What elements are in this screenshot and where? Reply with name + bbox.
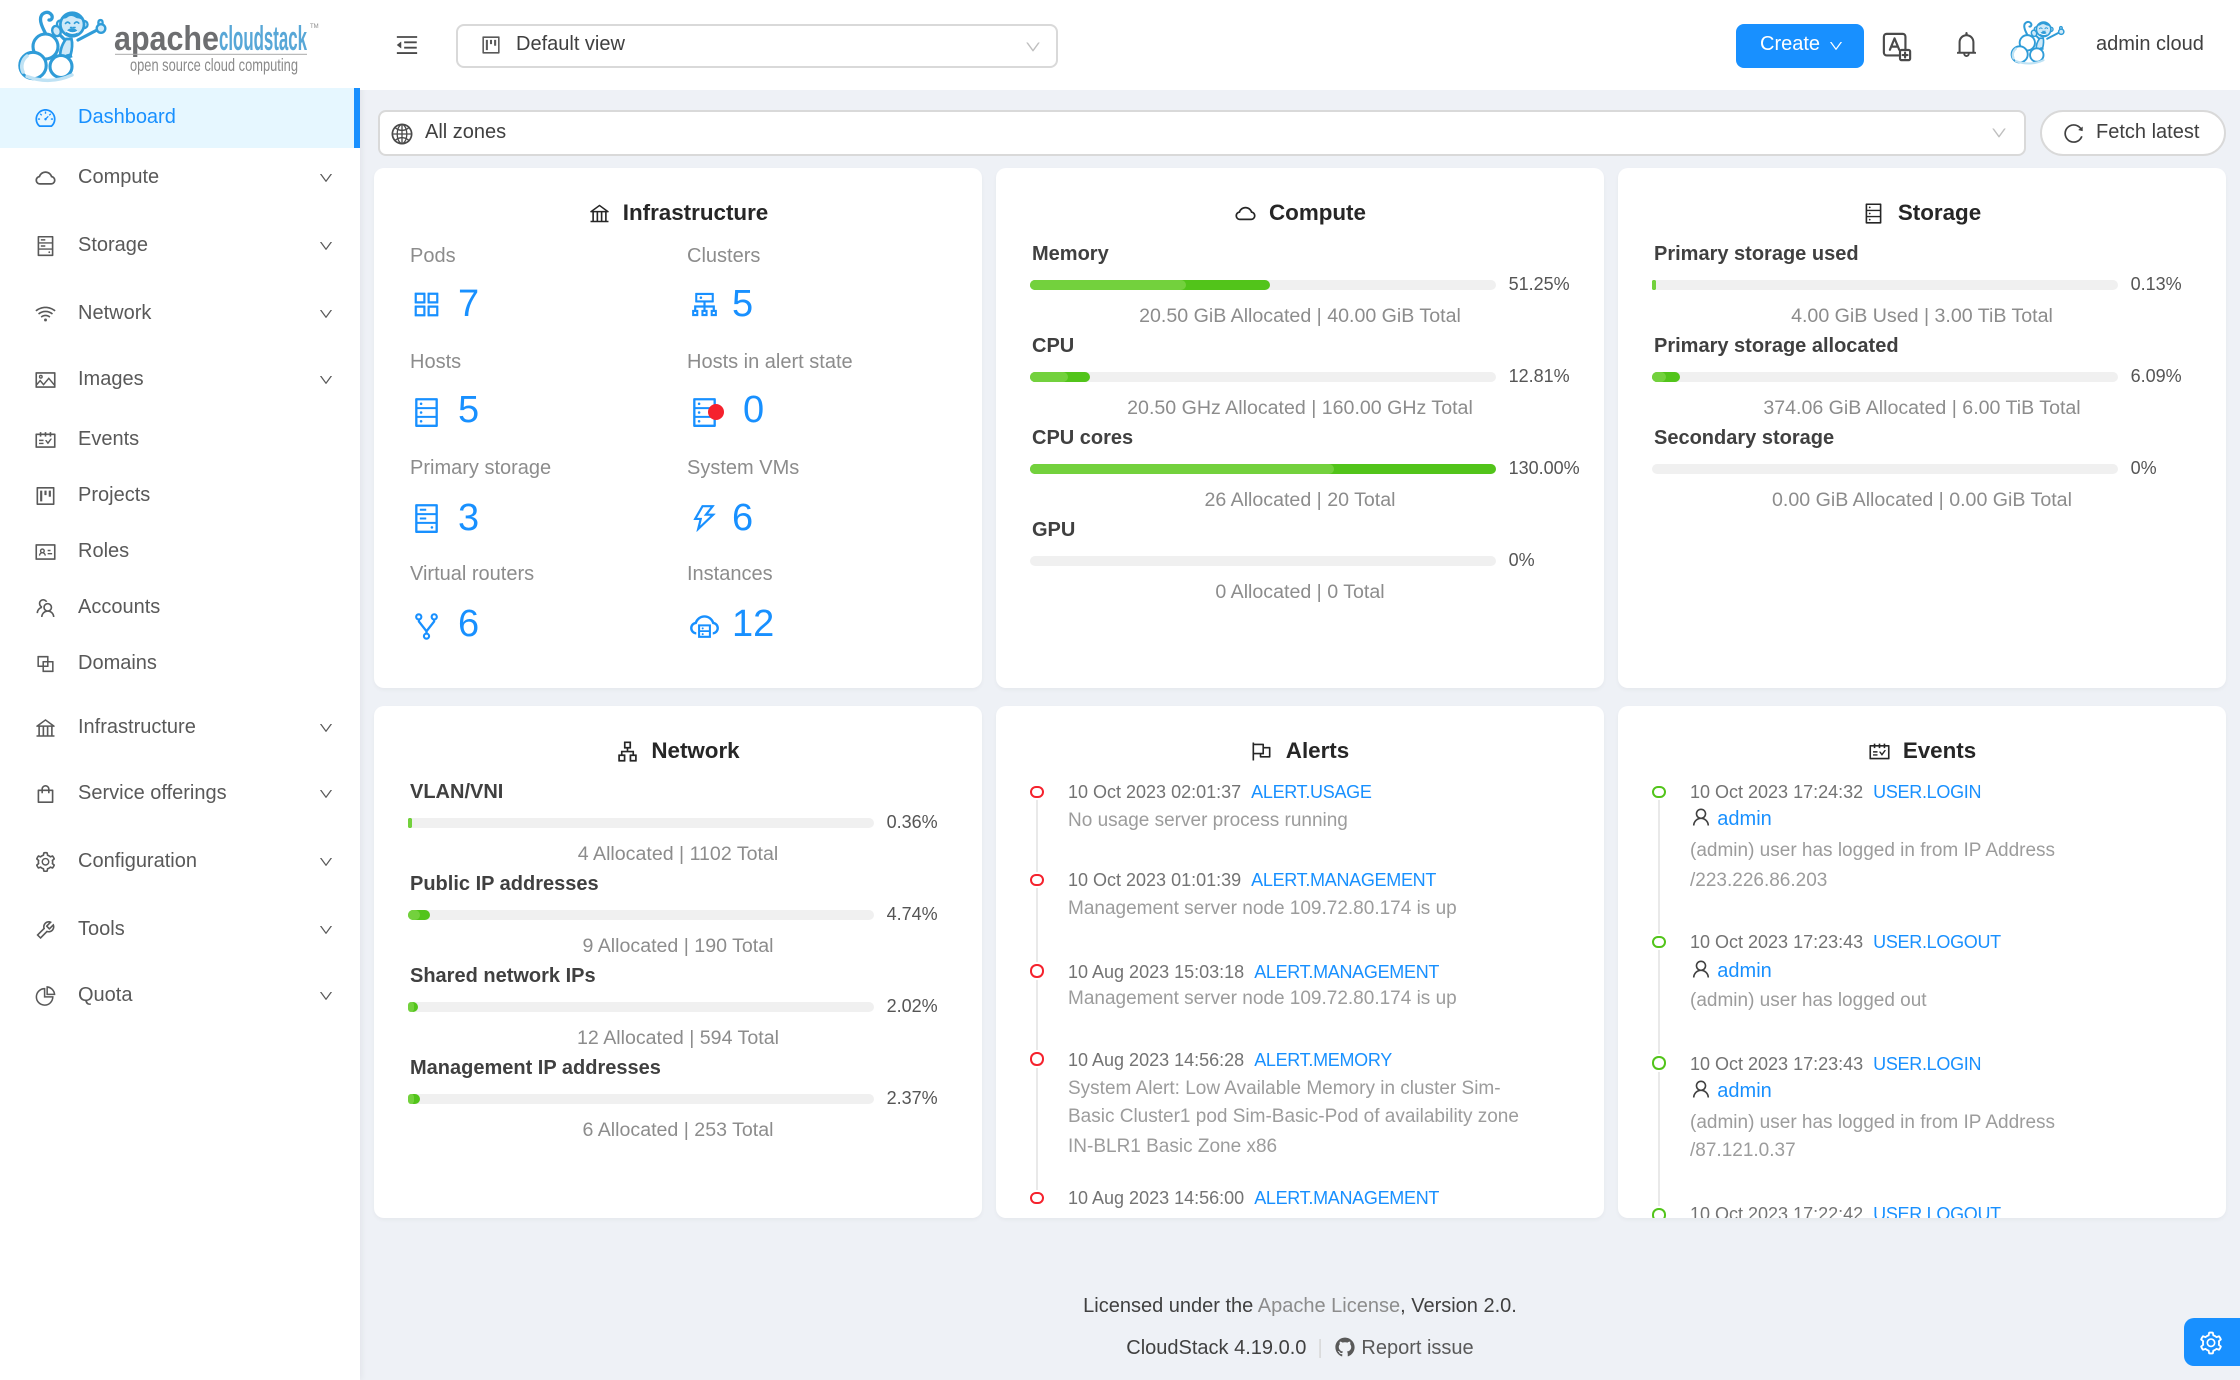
svg-text:TM: TM xyxy=(310,24,319,30)
svg-text:open source cloud computing: open source cloud computing xyxy=(130,55,298,75)
svg-text:cloudstack: cloudstack xyxy=(219,20,307,58)
svg-text:apache: apache xyxy=(114,20,219,58)
